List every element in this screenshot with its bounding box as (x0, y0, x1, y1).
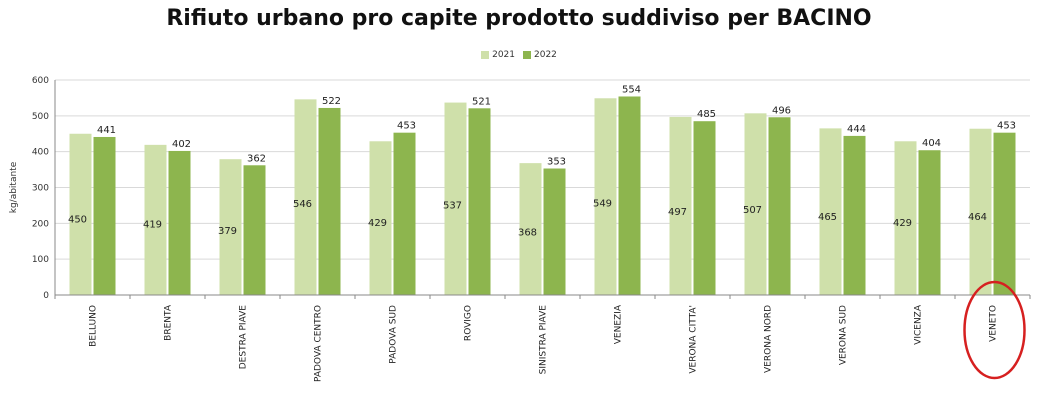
data-label-2022: 485 (697, 109, 716, 120)
x-category-label: VERONA NORD (764, 305, 774, 373)
data-label-2021: 497 (668, 207, 687, 218)
bar-2022-2 (168, 150, 191, 295)
bar-2021-1 (69, 133, 92, 295)
bar-2021-9 (669, 116, 692, 296)
bar-2022-13 (993, 132, 1016, 295)
y-tick-label: 200 (32, 219, 49, 229)
highlight-ellipse (963, 280, 1026, 380)
x-category-label: VERONA CITTA' (689, 305, 699, 374)
bar-2022-11 (843, 135, 866, 295)
data-label-2022: 441 (97, 125, 116, 136)
x-category-label: VERONA SUD (839, 305, 849, 365)
legend-label-2021: 2021 (492, 50, 515, 60)
y-tick-label: 100 (32, 255, 49, 265)
legend: 2021 2022 (0, 50, 1038, 60)
bar-2021-7 (519, 163, 542, 295)
y-axis-label: kg/abitante (9, 161, 19, 213)
bar-2021-2 (144, 144, 167, 295)
bar-2021-13 (969, 128, 992, 295)
data-label-2021: 549 (593, 198, 612, 209)
data-label-2021: 465 (818, 212, 837, 223)
y-tick-label: 300 (32, 184, 49, 194)
data-label-2021: 546 (293, 199, 312, 210)
bar-2022-4 (318, 107, 341, 295)
y-tick-label: 400 (32, 148, 49, 158)
x-category-label: DESTRA PIAVE (239, 305, 249, 370)
bar-2022-7 (543, 168, 566, 295)
x-category-label: VENEZIA (614, 304, 624, 344)
x-category-label: BELLUNO (89, 305, 99, 347)
grid-layer (55, 79, 1030, 296)
y-tick-label: 500 (32, 112, 49, 122)
bar-2022-8 (618, 96, 641, 295)
data-label-2021: 429 (893, 218, 912, 229)
data-label-2021: 419 (143, 219, 162, 230)
bar-2022-12 (918, 150, 941, 295)
bar-2021-6 (444, 102, 467, 295)
data-label-2022: 522 (322, 96, 341, 107)
bar-2022-9 (693, 121, 716, 295)
bar-2022-6 (468, 108, 491, 295)
x-category-label: VICENZA (914, 304, 924, 345)
data-label-2021: 450 (68, 214, 87, 225)
axis-layer: 0 100 200 300 400 500 600 kg/abitante BELLUNO BRE… (9, 76, 1031, 382)
bar-2021-5 (369, 141, 392, 295)
x-category-label: VENETO (989, 305, 999, 342)
bar-2021-11 (819, 128, 842, 295)
x-category-label: PADOVA SUD (389, 305, 399, 364)
bar-2022-5 (393, 132, 416, 295)
x-category-label: PADOVA CENTRO (314, 305, 324, 382)
bar-2021-4 (294, 99, 317, 295)
legend-swatch-2022 (523, 51, 531, 59)
legend-item-2022: 2022 (523, 50, 557, 60)
data-label-2022: 353 (547, 157, 566, 168)
data-label-2022: 496 (772, 105, 791, 116)
chart-title: Rifiuto urbano pro capite prodotto suddi… (166, 6, 872, 31)
data-label-2022: 554 (622, 84, 641, 95)
data-label-2021: 537 (443, 200, 462, 211)
x-category-label: BRENTA (164, 304, 174, 341)
bar-2022-1 (93, 136, 116, 295)
data-label-2022: 362 (247, 153, 266, 164)
data-label-2021: 464 (968, 212, 987, 223)
data-label-2022: 453 (997, 121, 1016, 132)
labels-layer: 450 441 419 402 379 362 546 522 429 453 537 521 368 3… (68, 84, 1016, 238)
bar-2021-8 (594, 98, 617, 296)
data-label-2022: 521 (472, 96, 491, 107)
data-label-2021: 429 (368, 218, 387, 229)
data-label-2021: 379 (218, 226, 237, 237)
y-tick-label: 600 (32, 76, 49, 86)
data-label-2022: 402 (172, 139, 191, 150)
x-category-label: ROVIGO (464, 305, 474, 341)
bar-2022-10 (768, 117, 791, 296)
bars-layer (69, 96, 1016, 296)
legend-swatch-2021 (481, 51, 490, 59)
data-label-2021: 507 (743, 205, 762, 216)
legend-label-2022: 2022 (534, 50, 557, 60)
data-label-2022: 444 (847, 124, 866, 135)
legend-item-2021: 2021 (481, 50, 515, 60)
bar-2021-10 (744, 113, 767, 295)
bar-2021-3 (219, 159, 242, 295)
x-category-label: SINISTRA PIAVE (539, 305, 549, 375)
bar-2022-3 (243, 165, 266, 295)
data-label-2021: 368 (518, 228, 537, 239)
data-label-2022: 404 (922, 138, 941, 149)
bar-2021-12 (894, 141, 917, 295)
y-tick-label: 0 (43, 291, 49, 301)
data-label-2022: 453 (397, 121, 416, 132)
